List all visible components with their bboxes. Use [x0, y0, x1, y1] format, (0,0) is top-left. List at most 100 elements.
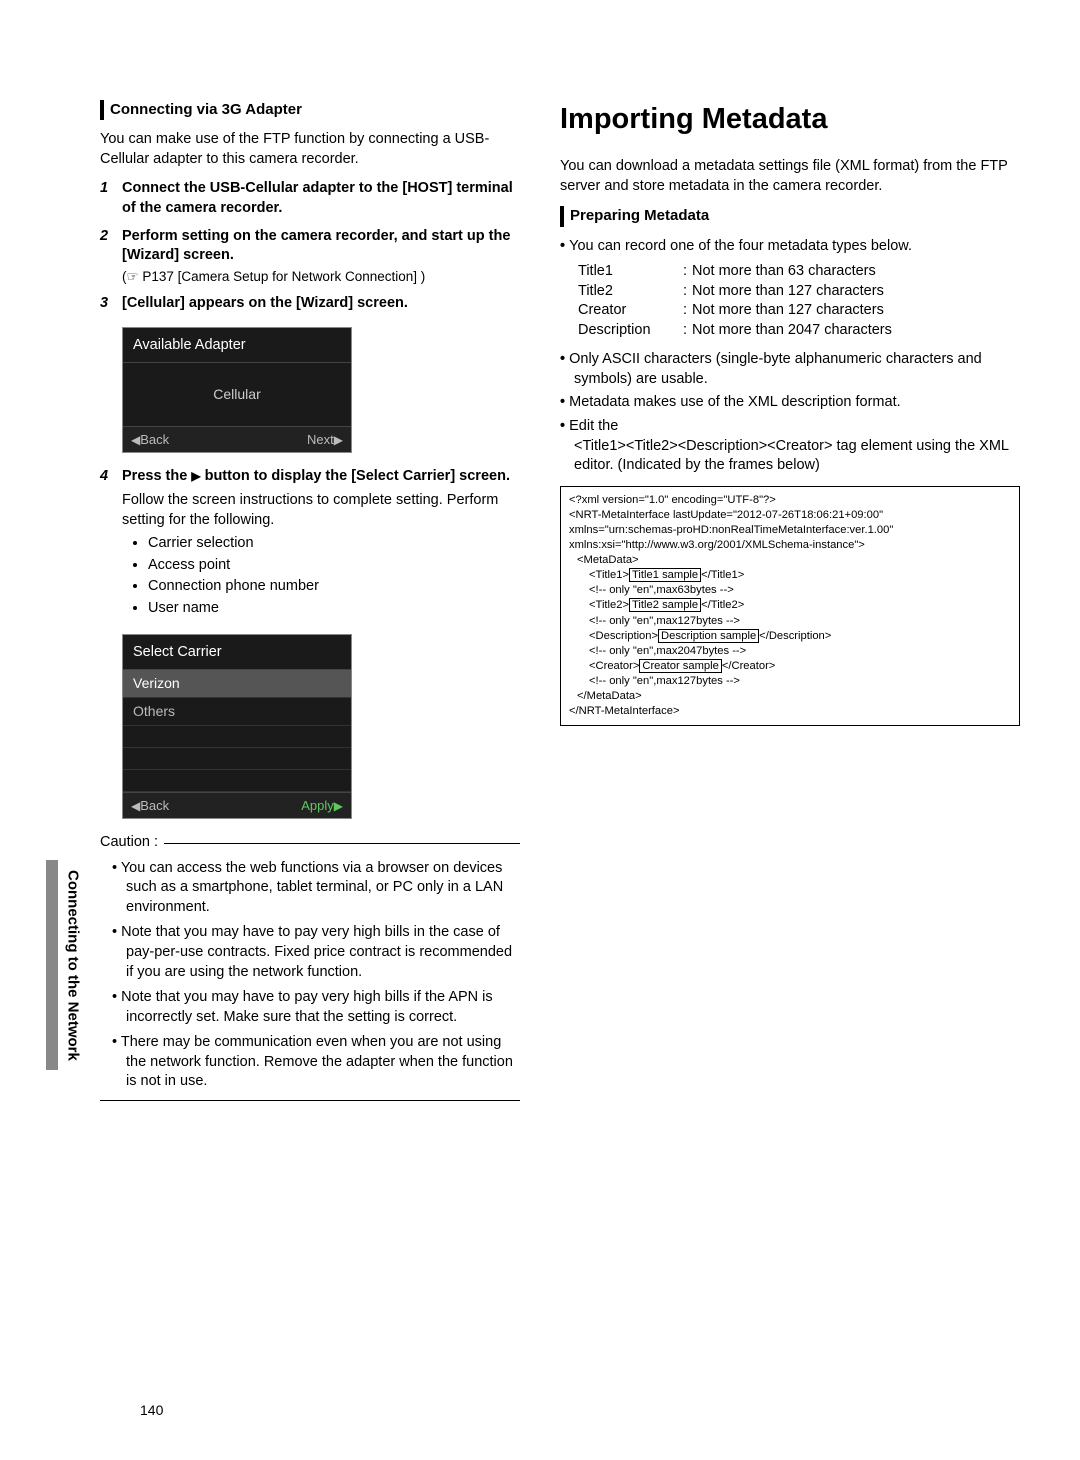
s4-item-1: Carrier selection: [148, 534, 520, 554]
left-triangle-icon: ◀: [131, 799, 140, 813]
xml-l8: <Title2>Title2 sample</Title2>: [569, 598, 1011, 613]
step-4-text-a: Press the: [122, 468, 191, 484]
right-b3b: <Title1><Title2><Description><Creator> t…: [574, 438, 1008, 474]
xml-l14: </MetaData>: [569, 689, 1011, 704]
right-b3a: Edit the: [569, 418, 618, 434]
mt-k1: Title1: [578, 262, 678, 282]
mt-colon: :: [678, 321, 692, 341]
shot2-row-empty: [123, 770, 351, 792]
page-columns: Connecting via 3G Adapter You can make u…: [100, 100, 1020, 1101]
xml-l12b: Creator sample: [639, 659, 721, 673]
right-intro: You can download a metadata settings fil…: [560, 157, 1020, 196]
right-b3: Edit the <Title1><Title2><Description><C…: [560, 417, 1020, 476]
xml-l6c: </Title1>: [701, 569, 744, 581]
right-lead-list: You can record one of the four metadata …: [560, 237, 1020, 257]
caution-rule: [164, 843, 520, 844]
xml-l13: <!-- only "en",max127bytes -->: [569, 674, 1011, 689]
mt-colon: :: [678, 282, 692, 302]
mt-k4: Description: [578, 321, 678, 341]
xml-l6: <Title1>Title1 sample</Title1>: [569, 568, 1011, 583]
step-4-num: 4: [100, 467, 122, 620]
shot1-back-label: Back: [140, 432, 169, 447]
caution-2: Note that you may have to pay very high …: [112, 923, 520, 982]
shot2-row-verizon: Verizon: [123, 670, 351, 698]
step-2-ref: (☞ P137 [Camera Setup for Network Connec…: [122, 268, 520, 286]
mt-v4: Not more than 2047 characters: [692, 321, 1020, 341]
xml-l6b: Title1 sample: [629, 568, 701, 582]
side-tab-label: Connecting to the Network: [62, 870, 82, 1061]
xml-l3: xmlns="urn:schemas-proHD:nonRealTimeMeta…: [569, 523, 1011, 538]
shot1-next-label: Next: [307, 432, 334, 447]
xml-l10b: Description sample: [658, 629, 759, 643]
caution-block: Caution : You can access the web functio…: [100, 833, 520, 1101]
xml-l10c: </Description>: [759, 630, 831, 642]
s4-item-3: Connection phone number: [148, 577, 520, 597]
xml-l9: <!-- only "en",max127bytes -->: [569, 614, 1011, 629]
metadata-table: Title1:Not more than 63 characters Title…: [578, 262, 1020, 340]
right-column: Importing Metadata You can download a me…: [560, 100, 1020, 1101]
xml-l10: <Description>Description sample</Descrip…: [569, 629, 1011, 644]
xml-l1: <?xml version="1.0" encoding="UTF-8"?>: [569, 493, 1011, 508]
right-triangle-icon: ▶: [191, 469, 200, 483]
shot2-back-label: Back: [140, 798, 169, 813]
right-title: Importing Metadata: [560, 100, 1020, 139]
left-column: Connecting via 3G Adapter You can make u…: [100, 100, 520, 1101]
caution-list: You can access the web functions via a b…: [100, 859, 520, 1092]
caution-4: There may be communication even when you…: [112, 1033, 520, 1092]
shot2-title: Select Carrier: [123, 635, 351, 670]
left-heading: Connecting via 3G Adapter: [100, 100, 520, 120]
xml-l8c: </Title2>: [701, 599, 744, 611]
step-4-items: Carrier selection Access point Connectio…: [122, 534, 520, 618]
xml-sample-box: <?xml version="1.0" encoding="UTF-8"?> <…: [560, 486, 1020, 727]
side-strip: [46, 860, 58, 1070]
shot2-apply-label: Apply: [301, 798, 334, 813]
s4-item-4: User name: [148, 599, 520, 619]
step-4-follow: Follow the screen instructions to comple…: [122, 491, 520, 530]
xml-l12a: <Creator>: [589, 660, 639, 672]
xml-l11: <!-- only "en",max2047bytes -->: [569, 644, 1011, 659]
step-3-num: 3: [100, 294, 122, 314]
shot2-back: ◀Back: [131, 797, 169, 815]
right-b2: Metadata makes use of the XML descriptio…: [560, 393, 1020, 413]
xml-l2: <NRT-MetaInterface lastUpdate="2012-07-2…: [569, 508, 1011, 523]
mt-v3: Not more than 127 characters: [692, 301, 1020, 321]
mt-colon: :: [678, 262, 692, 282]
mt-v1: Not more than 63 characters: [692, 262, 1020, 282]
shot2-apply: Apply▶: [301, 797, 343, 815]
right-b1: Only ASCII characters (single-byte alpha…: [560, 350, 1020, 389]
shot2-row-others: Others: [123, 698, 351, 726]
xml-l15: </NRT-MetaInterface>: [569, 704, 1011, 719]
step-3: 3 [Cellular] appears on the [Wizard] scr…: [100, 294, 520, 314]
caution-end-rule: [100, 1100, 520, 1101]
right-triangle-icon: ▶: [334, 799, 343, 813]
mt-k2: Title2: [578, 282, 678, 302]
left-triangle-icon: ◀: [131, 433, 140, 447]
mt-colon: :: [678, 301, 692, 321]
xml-l10a: <Description>: [589, 630, 658, 642]
caution-label: Caution :: [100, 833, 158, 853]
shot1-title: Available Adapter: [123, 328, 351, 363]
shot1-next: Next▶: [307, 431, 343, 449]
xml-l6a: <Title1>: [589, 569, 629, 581]
xml-l5: <MetaData>: [569, 553, 1011, 568]
step-2-text: Perform setting on the camera recorder, …: [122, 228, 510, 264]
step-3-text: [Cellular] appears on the [Wizard] scree…: [122, 295, 408, 311]
xml-l4: xmlns:xsi="http://www.w3.org/2001/XMLSch…: [569, 538, 1011, 553]
step-4: 4 Press the ▶ button to display the [Sel…: [100, 467, 520, 620]
xml-l8a: <Title2>: [589, 599, 629, 611]
left-intro: You can make use of the FTP function by …: [100, 130, 520, 169]
caution-1: You can access the web functions via a b…: [112, 859, 520, 918]
right-triangle-icon: ▶: [334, 433, 343, 447]
page-number: 140: [140, 1401, 163, 1420]
screenshot-select-carrier: Select Carrier Verizon Others ◀Back Appl…: [122, 634, 352, 819]
right-heading: Preparing Metadata: [560, 206, 1020, 226]
s4-item-2: Access point: [148, 556, 520, 576]
xml-l12c: </Creator>: [722, 660, 775, 672]
mt-v2: Not more than 127 characters: [692, 282, 1020, 302]
screenshot-available-adapter: Available Adapter Cellular ◀Back Next▶: [122, 327, 352, 453]
right-lead: You can record one of the four metadata …: [560, 237, 1020, 257]
mt-k3: Creator: [578, 301, 678, 321]
shot2-row-empty: [123, 726, 351, 748]
step-2-num: 2: [100, 227, 122, 286]
shot1-back: ◀Back: [131, 431, 169, 449]
